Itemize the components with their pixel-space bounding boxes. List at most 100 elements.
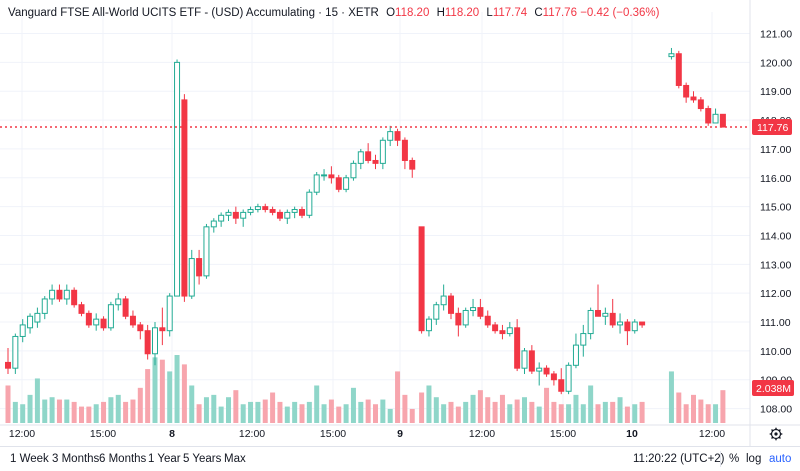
volume-bar [639,401,645,423]
volume-bar [492,401,498,423]
candle-body [159,327,166,332]
legend-open: 118.20 [395,7,430,19]
volume-bar [522,397,527,423]
volume-bar [123,401,129,423]
candle-body [379,139,386,164]
volume-bar [698,399,704,423]
candle-body [291,209,298,213]
volume-bar [573,394,579,423]
y-tick-label: 116.00 [760,173,791,185]
price-chart[interactable]: 121.00120.00119.00118.00117.00116.00115.… [0,0,800,446]
range-6-months[interactable]: 6 Months [99,453,147,465]
volume-bar [20,404,26,423]
candle-body [78,304,85,314]
volume-bar [115,394,121,423]
candle-body [401,139,408,161]
range-5-years[interactable]: 5 Years [183,453,222,465]
x-tick-label: 12:00 [699,428,725,440]
candle-body [284,211,291,219]
volume-bar [5,385,11,423]
candle-body [85,312,92,326]
candle-body [462,309,469,326]
candle-body [365,151,372,161]
volume-bar [240,404,246,423]
candle-body [343,177,350,190]
volume-bar [49,397,55,423]
candle-body [528,350,535,372]
volume-bar [12,401,18,423]
volume-bar [595,404,601,423]
range-1-year[interactable]: 1 Year [148,453,181,465]
volume-bar [270,392,276,423]
volume-bar [203,397,209,423]
volume-bar [441,404,447,423]
candle-body [602,312,609,317]
volume-badge [752,380,794,396]
candle-body [129,315,136,326]
volume-bar [720,390,726,423]
candle-body [631,321,638,332]
candle-body [240,211,247,219]
candle-body [321,174,328,177]
volume-bar [358,401,364,423]
volume-bar [34,378,40,423]
legend-high: 118.20 [444,7,480,19]
last-price-label: 117.76 [752,119,792,136]
candle-body [639,321,646,326]
candlesticks [5,47,726,395]
y-tick-label: 121.00 [760,29,792,41]
volume-bar [336,406,342,423]
volume-bar [255,401,261,423]
candle-body [565,364,572,392]
candle-body [440,295,447,306]
candle-body [558,379,565,392]
volume-bar [624,406,630,423]
range-3-months[interactable]: 3 Months [52,453,100,465]
x-tick-label: 15:00 [320,428,346,440]
volume-bar [64,399,70,423]
candle-body [484,315,491,326]
volume-bar [343,404,349,423]
volume-bar [137,387,143,423]
x-tick-label: 15:00 [90,428,116,440]
volume-bar [544,387,550,423]
gear-icon[interactable] [769,427,783,441]
volume-bar [350,387,356,423]
candle-body [690,96,697,101]
legend-close-label: C [534,7,543,19]
candle-body [335,177,342,190]
x-tick-label: 15:00 [550,428,576,440]
price-axis[interactable]: 121.00120.00119.00118.00117.00116.00115.… [760,29,792,416]
candle-body [196,258,203,277]
last-price-badge [752,119,792,136]
volume-bar [299,404,305,423]
log-toggle[interactable]: log [746,453,762,465]
auto-toggle[interactable]: auto [769,453,792,465]
volume-bar [610,401,616,423]
candle-body [712,113,719,124]
time-axis[interactable]: 12:00 15:00 8 12:00 15:00 9 12:00 15:00 10 12:00 [9,428,725,440]
candle-body [499,330,506,335]
candle-body [144,330,151,355]
volume-bar [588,385,594,423]
volume-bar [470,394,476,423]
volume-bar [529,401,535,423]
volume-bar [536,406,542,423]
volume-bar [514,399,520,423]
range-max[interactable]: Max [224,453,246,465]
candle-body [394,131,401,141]
volume-bar [617,397,623,423]
volume-bar [71,401,77,423]
candle-body [299,209,305,216]
y-tick-label: 108.00 [760,404,792,416]
volume-bar [167,371,173,423]
volume-bar [373,404,378,423]
range-1-week[interactable]: 1 Week [10,453,49,465]
percent-toggle[interactable]: % [729,453,740,465]
candle-body [100,318,107,329]
volume-bar [705,404,711,423]
symbol-title: Vanguard FTSE All-World UCITS ETF - (USD… [8,7,379,19]
gear-tooth [778,436,781,439]
candle-body [387,131,394,141]
y-tick-label: 110.00 [760,346,791,358]
